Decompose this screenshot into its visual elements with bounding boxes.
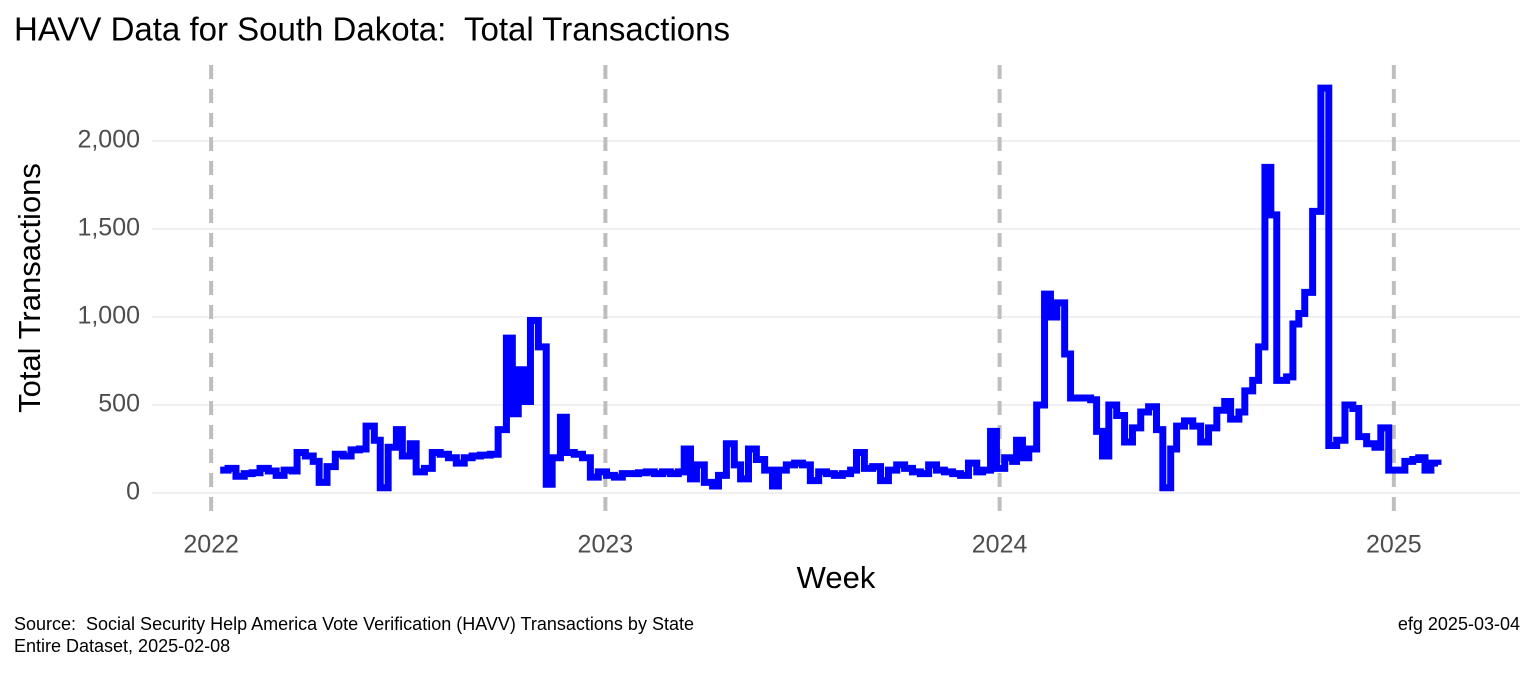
y-tick-label: 2,000	[77, 126, 140, 154]
caption: Entire Dataset, 2025-02-08	[14, 636, 230, 656]
caption: efg 2025-03-04	[1398, 614, 1520, 634]
chart-title: HAVV Data for South Dakota: Total Transa…	[14, 11, 730, 48]
caption: Source: Social Security Help America Vot…	[14, 614, 694, 634]
y-axis-label: Total Transactions	[12, 163, 47, 413]
x-tick-label: 2024	[972, 531, 1028, 559]
x-tick-label: 2023	[578, 531, 634, 559]
x-axis-label: Week	[797, 560, 876, 595]
y-tick-label: 1,000	[77, 302, 140, 330]
x-tick-label: 2022	[183, 531, 239, 559]
data-line	[220, 84, 1442, 492]
y-tick-label: 1,500	[77, 214, 140, 242]
y-tick-label: 0	[126, 478, 140, 506]
x-tick-label: 2025	[1366, 531, 1422, 559]
y-tick-label: 500	[98, 390, 140, 418]
